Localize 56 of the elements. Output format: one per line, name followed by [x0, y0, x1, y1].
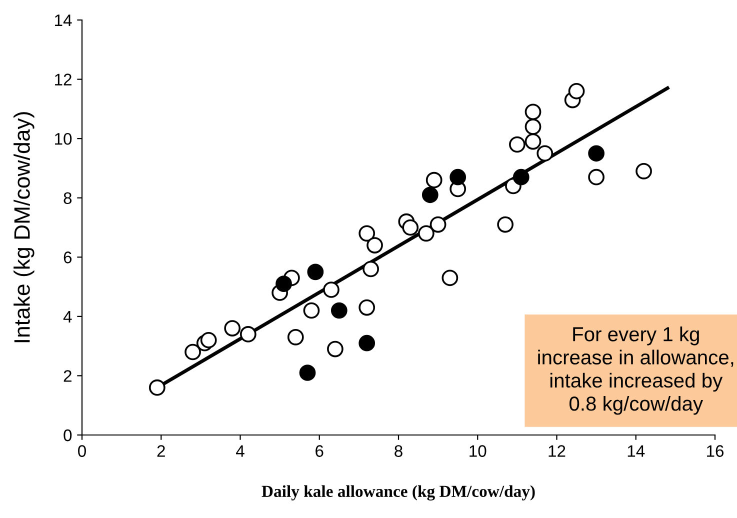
point [524, 133, 542, 150]
point [358, 334, 376, 352]
point [200, 332, 217, 348]
point [358, 299, 376, 316]
point [524, 104, 542, 120]
y-tick-label: 12 [55, 74, 72, 86]
point [240, 326, 256, 342]
x-tick-label: 16 [707, 445, 724, 457]
point [402, 219, 419, 236]
y-tick-label: 0 [64, 429, 72, 442]
y-tick-label: 2 [64, 370, 72, 382]
point [450, 168, 466, 186]
y-tick-label: 14 [55, 14, 72, 26]
x-tick-label: 2 [157, 445, 165, 457]
point [524, 118, 542, 135]
y-tick-label: 8 [64, 192, 72, 204]
point [497, 216, 514, 233]
point [327, 340, 344, 358]
x-tick-label: 12 [548, 445, 566, 457]
x-tick-label: 10 [470, 445, 486, 457]
y-tick-label: 10 [55, 132, 72, 145]
point [588, 168, 604, 186]
y-axis-title: Intake (kg DM/cow/day) [14, 112, 34, 342]
point [148, 379, 166, 396]
point [303, 302, 320, 319]
point [509, 136, 526, 153]
point [588, 145, 604, 162]
x-axis-title: Daily kale allowance (kg DM/cow/day) [262, 485, 535, 501]
point [184, 344, 201, 360]
point [323, 282, 340, 298]
point [307, 264, 324, 280]
y-tick-label: 6 [64, 252, 72, 264]
annotation: For every 1 kg increase in allowance, intake increased by 0.8 kg/cow/day [538, 326, 734, 415]
x-tick-label: 0 [78, 445, 86, 457]
point [330, 302, 348, 319]
point [299, 364, 316, 381]
point [366, 237, 383, 254]
point [276, 276, 292, 292]
point [358, 225, 376, 242]
point [362, 260, 379, 278]
point [512, 168, 530, 186]
point [442, 270, 458, 286]
point [418, 225, 434, 242]
point [430, 216, 446, 233]
point [568, 82, 585, 100]
point [287, 328, 304, 346]
x-tick-label: 8 [394, 445, 402, 457]
point [426, 172, 442, 188]
point [536, 145, 554, 162]
y-tick-label: 4 [63, 311, 72, 322]
x-tick-label: 6 [316, 445, 324, 457]
point [224, 320, 241, 336]
point [422, 186, 438, 204]
x-tick-label: 4 [236, 445, 244, 457]
point [636, 162, 652, 180]
x-tick-label: 14 [628, 445, 645, 457]
